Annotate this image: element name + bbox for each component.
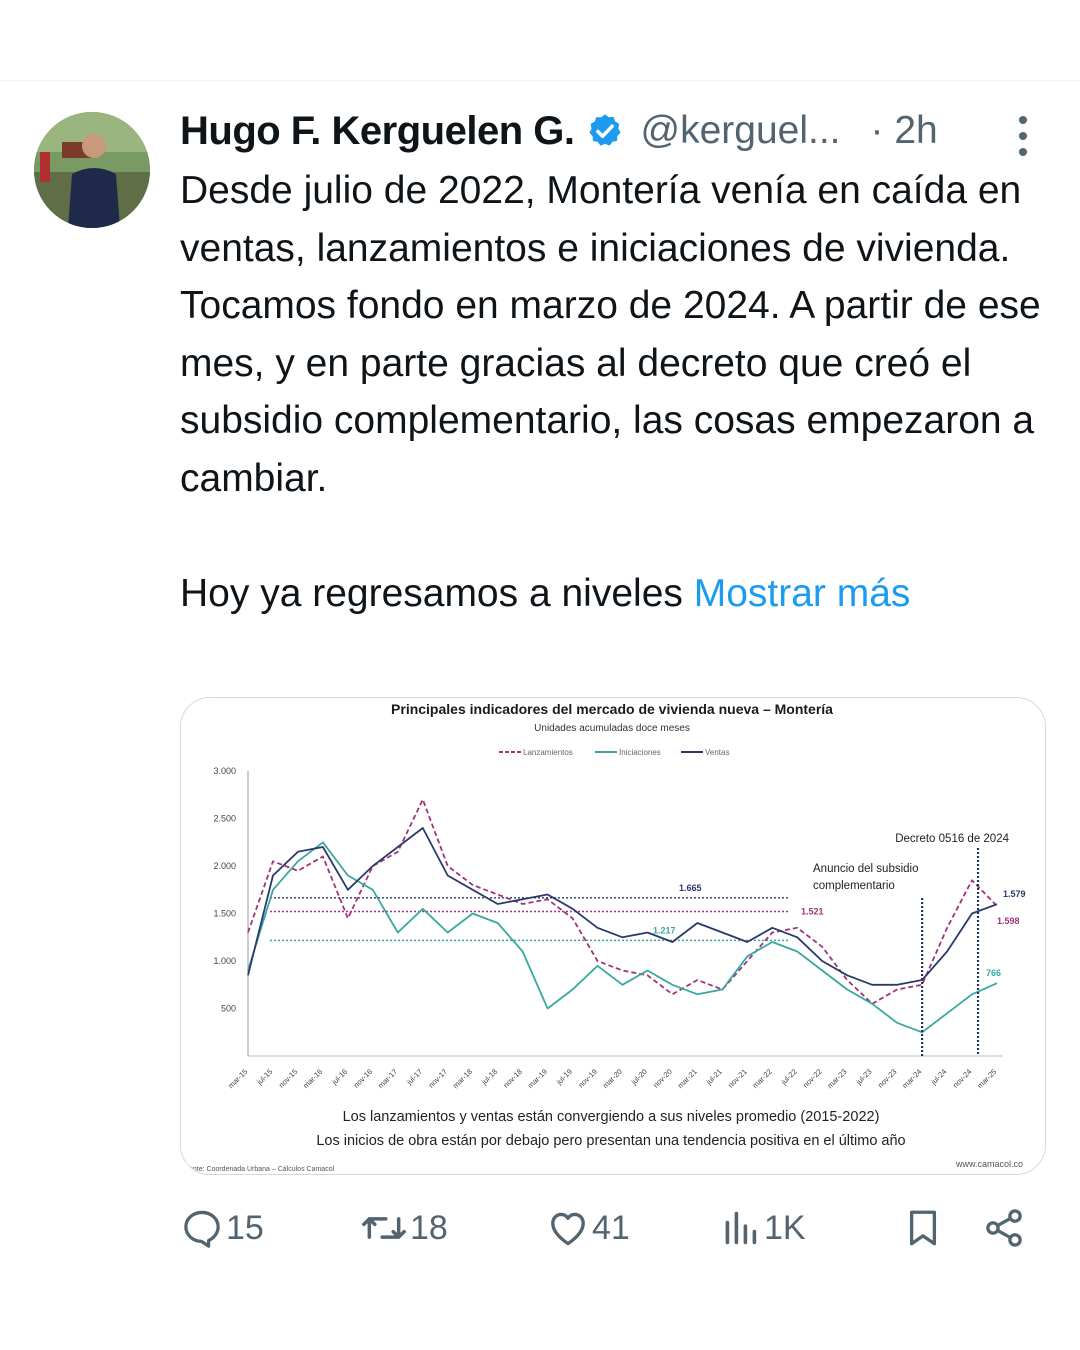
annotation-anuncio-1: Anuncio del subsidio	[813, 863, 919, 875]
retweet-icon	[362, 1217, 406, 1239]
series-line	[247, 827, 998, 986]
reference-label: 1.665	[679, 883, 702, 893]
end-label-lanz: 1.579	[1003, 889, 1026, 899]
legend-label: Lanzamientos	[523, 748, 573, 757]
event-lines	[920, 848, 980, 1056]
bookmark-icon	[909, 1210, 937, 1246]
legend-label: Ventas	[705, 748, 729, 757]
y-tick-label: 500	[221, 1004, 236, 1014]
reference-lines: 1.665 1.521 1.217	[270, 883, 824, 942]
annotation-decreto: Decreto 0516 de 2024	[895, 833, 1009, 845]
views-icon	[725, 1211, 757, 1245]
views-button[interactable]: 1K	[722, 1206, 806, 1250]
y-tick-label: 2.000	[213, 861, 236, 871]
like-button[interactable]: 41	[546, 1206, 630, 1250]
y-tick-label: 1.000	[213, 956, 236, 966]
share-button[interactable]	[982, 1206, 1026, 1250]
y-tick-label: 3.000	[213, 766, 236, 776]
chart-title: Principales indicadores del mercado de v…	[391, 701, 833, 717]
heart-icon	[551, 1212, 585, 1246]
legend-label: Iniciaciones	[619, 748, 661, 757]
more-options-icon[interactable]	[1008, 112, 1038, 160]
end-label-ventas: 1.598	[997, 916, 1020, 926]
chart-subtitle: Unidades acumuladas doce meses	[534, 723, 690, 734]
show-more-link[interactable]: Mostrar más	[693, 571, 911, 615]
author-handle[interactable]: @kerguel...	[640, 109, 841, 152]
reply-count: 15	[226, 1208, 264, 1247]
chart-source: ente: Coordenada Urbana – Cálculos Camac…	[189, 1166, 335, 1173]
reference-label: 1.217	[653, 925, 676, 935]
end-label-inic: 766	[986, 968, 1001, 978]
y-axis: 3.000 2.500 2.000 1.500 1.000 500	[213, 766, 1003, 1057]
reply-icon	[184, 1210, 220, 1248]
chart-image[interactable]: Principales indicadores del mercado de v…	[180, 697, 1046, 1175]
tweet-actions: 15 18 41 1K	[0, 1200, 1080, 1260]
bookmark-button[interactable]	[902, 1206, 944, 1250]
views-count: 1K	[764, 1208, 806, 1247]
avatar-photo	[34, 112, 150, 228]
tweet-time[interactable]: · 2h	[870, 109, 938, 152]
tweet-body: Desde julio de 2022, Montería venía en c…	[180, 169, 1041, 615]
y-tick-label: 1.500	[213, 909, 236, 919]
series-line	[247, 841, 998, 1034]
like-count: 41	[592, 1208, 630, 1247]
y-tick-label: 2.500	[213, 814, 236, 824]
annotation-anuncio-2: complementario	[813, 880, 895, 892]
top-divider	[0, 80, 1080, 81]
author-name[interactable]: Hugo F. Kerguelen G.	[180, 108, 575, 153]
chart-series	[247, 798, 998, 1034]
chart-caption-1: Los lanzamientos y ventas están convergi…	[343, 1109, 880, 1125]
chart-caption-2: Los inicios de obra están por debajo per…	[316, 1133, 905, 1149]
avatar[interactable]	[34, 112, 150, 228]
reply-button[interactable]: 15	[180, 1206, 264, 1250]
verified-badge-icon	[586, 112, 624, 150]
retweet-count: 18	[410, 1208, 448, 1247]
chart-website: www.camacol.co	[955, 1159, 1023, 1169]
chart-legend: Lanzamientos Iniciaciones Ventas	[499, 748, 729, 757]
share-icon	[986, 1209, 1022, 1247]
tweet-text: Desde julio de 2022, Montería venía en c…	[180, 162, 1060, 622]
chart-svg: Principales indicadores del mercado de v…	[181, 698, 1045, 1174]
retweet-button[interactable]: 18	[360, 1206, 448, 1250]
reference-label: 1.521	[801, 907, 824, 917]
tweet-header: Hugo F. Kerguelen G. @kerguel... · 2h	[180, 106, 938, 156]
